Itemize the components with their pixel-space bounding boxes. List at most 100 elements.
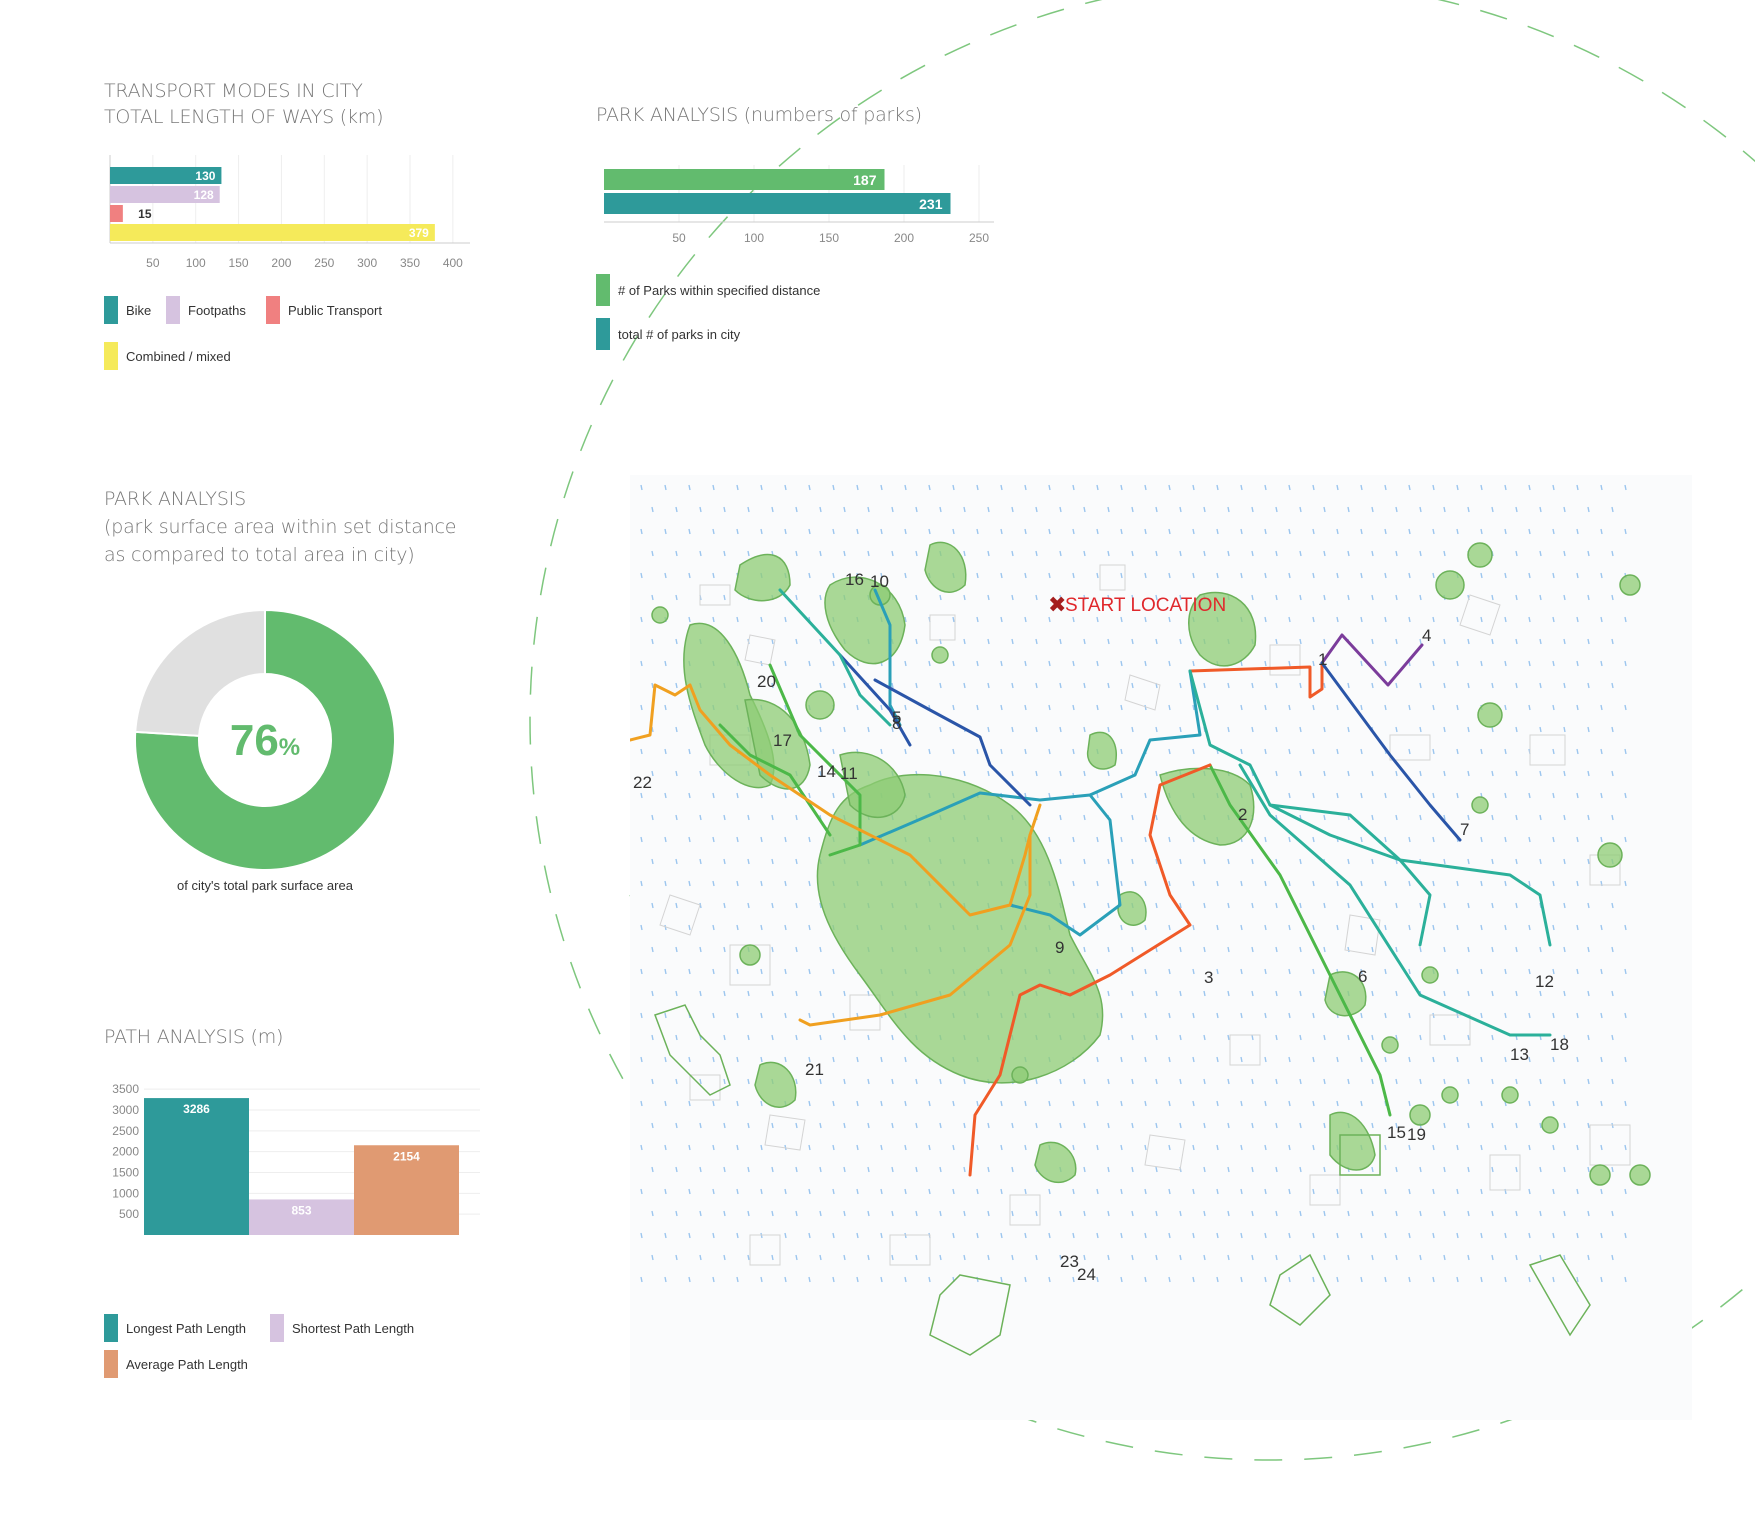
map-outline-parcels — [654, 1004, 1591, 1356]
park-number-label: 21 — [805, 1060, 824, 1079]
x-tick-label: 200 — [271, 256, 291, 270]
route-segment — [778, 588, 892, 727]
bar — [110, 205, 123, 222]
bar — [249, 1199, 354, 1235]
x-tick-label: 350 — [400, 256, 420, 270]
park-number-label: 7 — [1460, 820, 1469, 839]
x-tick-label: 250 — [969, 231, 989, 245]
park-number-label: 8 — [892, 714, 901, 733]
legend-parks-total: total # of parks in city — [596, 318, 740, 350]
bar — [354, 1145, 459, 1235]
route-segment — [873, 678, 1032, 807]
bar — [144, 1098, 249, 1235]
bar — [110, 186, 220, 203]
park-number-label: 17 — [773, 731, 792, 750]
legend-swatch — [270, 1314, 284, 1342]
legend-swatch — [104, 1314, 118, 1342]
park-number-label: 6 — [1358, 967, 1367, 986]
x-tick-label: 300 — [357, 256, 377, 270]
park-number-label: 13 — [1510, 1045, 1529, 1064]
bar — [110, 167, 222, 184]
y-tick-label: 2000 — [112, 1145, 139, 1159]
y-tick-label: 1500 — [112, 1166, 139, 1180]
bar-value-label: 2154 — [393, 1149, 420, 1163]
map-background-pattern — [640, 484, 1627, 1283]
park-number-label: 16 — [845, 570, 864, 589]
bar-value-label: 3286 — [183, 1102, 210, 1116]
bar — [604, 193, 951, 214]
bar-value-label: 379 — [409, 226, 429, 240]
park-number-label: 9 — [1055, 938, 1064, 957]
bar-value-label: 15 — [138, 207, 152, 221]
map-park-areas — [651, 541, 1651, 1186]
legend-swatch — [166, 296, 180, 324]
route-segment — [798, 833, 1032, 1027]
y-tick-label: 1000 — [112, 1186, 139, 1200]
map-routes — [628, 588, 1552, 1177]
donut-slice — [134, 608, 396, 871]
x-tick-label: 50 — [672, 231, 686, 245]
x-tick-label: 150 — [819, 231, 839, 245]
legend-swatch — [596, 318, 610, 350]
park-number-label: 19 — [1407, 1125, 1426, 1144]
transport-bar-chart: 50 100 150 200 250 300 350 400 130 128 15 379 — [109, 155, 470, 270]
bar-value-label: 130 — [195, 169, 215, 183]
park-number-label: 11 — [840, 764, 858, 783]
start-location-label: START LOCATION — [1065, 595, 1226, 616]
legend-swatch — [104, 296, 118, 324]
map-canvas: 123456789101112131415161718192021222324 … — [628, 484, 1651, 1356]
legend-swatch — [104, 342, 118, 370]
route-segment — [1008, 793, 1122, 937]
x-tick-label: 250 — [314, 256, 334, 270]
park-number-label: 3 — [1204, 968, 1213, 987]
donut-center-value: 76% — [230, 716, 300, 765]
park-area-title: PARK ANALYSIS (park surface area within … — [104, 488, 457, 566]
park-number-label: 14 — [817, 762, 836, 781]
route-segment — [1320, 661, 1462, 842]
bar — [604, 169, 885, 190]
start-marker-icon: ✖ — [1048, 593, 1066, 618]
park-number-label: 20 — [757, 672, 776, 691]
legend-shortest: Shortest Path Length — [270, 1314, 414, 1342]
y-tick-label: 500 — [119, 1207, 139, 1221]
bar-value-label: 853 — [291, 1203, 311, 1217]
park-number-label: 15 — [1387, 1123, 1406, 1142]
route-segment — [968, 763, 1212, 1177]
donut-slice — [134, 608, 266, 737]
route-segment — [1188, 669, 1432, 947]
park-number-label: 2 — [1238, 805, 1247, 824]
legend-swatch — [104, 1350, 118, 1378]
x-tick-label: 100 — [186, 256, 206, 270]
legend-swatch — [266, 296, 280, 324]
park-number-label: 24 — [1077, 1265, 1096, 1284]
legend-longest: Longest Path Length — [104, 1314, 246, 1342]
bar-value-label: 187 — [853, 172, 877, 188]
transport-title: TRANSPORT MODES IN CITY TOTAL LENGTH OF … — [104, 80, 384, 128]
y-tick-label: 3500 — [112, 1082, 139, 1096]
bar-value-label: 231 — [919, 196, 943, 212]
legend-public-transport: Public Transport — [266, 296, 382, 324]
park-number-label: 22 — [633, 773, 652, 792]
park-number-label: 23 — [1060, 1252, 1079, 1271]
bar — [110, 224, 435, 241]
legend-swatch — [596, 274, 610, 306]
route-segment — [1238, 763, 1552, 1037]
park-number-label: 1 — [1318, 650, 1327, 669]
y-tick-label: 3000 — [112, 1103, 139, 1117]
x-tick-label: 100 — [744, 231, 764, 245]
route-segment — [1208, 763, 1392, 1117]
legend-combined: Combined / mixed — [104, 342, 231, 370]
park-number-label: 10 — [870, 572, 889, 591]
route-segment — [873, 588, 902, 727]
legend-footpaths: Footpaths — [166, 296, 246, 324]
route-segment — [628, 683, 1042, 917]
park-number-label: 4 — [1422, 626, 1431, 645]
donut-caption: of city's total park surface area — [177, 878, 353, 893]
legend-parks-within: # of Parks within specified distance — [596, 274, 820, 306]
x-tick-label: 400 — [443, 256, 463, 270]
x-tick-label: 50 — [146, 256, 160, 270]
park-number-label: 18 — [1550, 1035, 1569, 1054]
parks-count-title: PARK ANALYSIS (numbers of parks) — [596, 104, 922, 126]
route-segment — [838, 653, 912, 747]
